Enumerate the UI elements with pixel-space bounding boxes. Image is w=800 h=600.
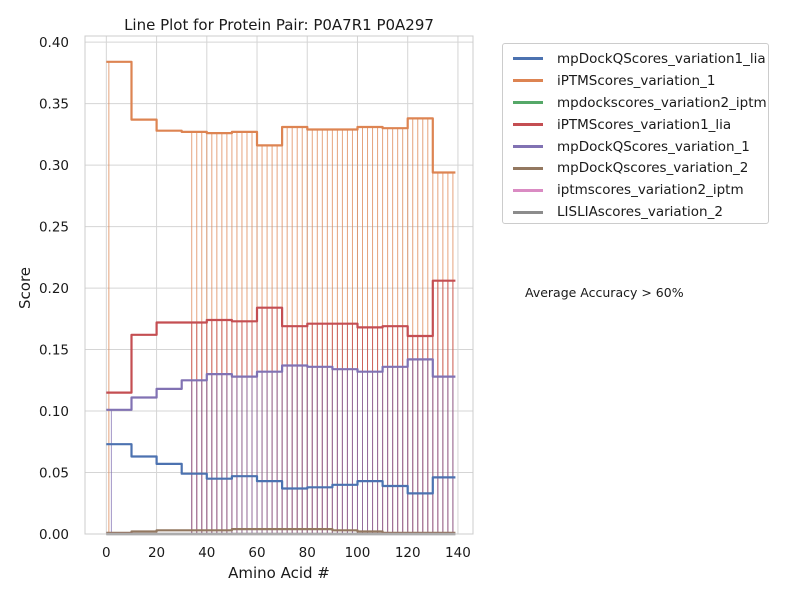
y-tick-label: 0.40 xyxy=(39,35,69,51)
vertical-hatch-lines xyxy=(108,61,454,534)
y-tick-label: 0.25 xyxy=(39,220,69,236)
legend-label: iPTMScores_variation1_lia xyxy=(557,116,732,133)
legend-item: mpDockQScores_variation_1 xyxy=(513,136,768,158)
x-tick-labels: 0 20 40 60 80 100 120 140 xyxy=(102,545,471,561)
legend-item: mpDockQScores_variation1_lia xyxy=(513,48,768,70)
series-line xyxy=(106,358,456,411)
y-tick-label: 0.10 xyxy=(39,404,69,420)
x-tick-label: 100 xyxy=(345,545,371,561)
legend-item: mpdockscores_variation2_iptm xyxy=(513,92,768,114)
legend-label: iptmscores_variation2_iptm xyxy=(557,182,744,199)
x-axis-label: Amino Acid # xyxy=(228,564,330,582)
y-tick-label: 0.30 xyxy=(39,158,69,174)
legend-item: iPTMScores_variation1_lia xyxy=(513,114,768,136)
legend-swatch xyxy=(513,145,543,148)
y-tick-label: 0.00 xyxy=(39,527,69,543)
y-tick-label: 0.05 xyxy=(39,466,69,482)
legend-swatch xyxy=(513,79,543,83)
legend-label: mpDockQscores_variation_2 xyxy=(557,160,749,177)
legend-item: LISLIAscores_variation_2 xyxy=(513,201,768,223)
x-tick-label: 40 xyxy=(198,545,215,561)
legend-swatch xyxy=(513,166,543,170)
y-tick-label: 0.35 xyxy=(39,97,69,113)
legend-label: mpdockscores_variation2_iptm xyxy=(557,94,767,111)
y-tick-labels: 0.00 0.05 0.10 0.15 0.20 0.25 0.30 0.35 0.40 xyxy=(39,35,69,543)
legend-swatch xyxy=(513,188,543,192)
legend-item: iPTMScores_variation_1 xyxy=(513,70,768,92)
x-tick-label: 0 xyxy=(102,545,111,561)
legend-swatch xyxy=(513,57,543,61)
accuracy-annotation: Average Accuracy > 60% xyxy=(525,285,684,300)
legend-label: LISLIAscores_variation_2 xyxy=(557,204,723,221)
x-tick-label: 140 xyxy=(445,545,471,561)
legend-label: mpDockQScores_variation_1 xyxy=(557,138,750,155)
x-tick-label: 60 xyxy=(248,545,265,561)
chart-title: Line Plot for Protein Pair: P0A7R1 P0A29… xyxy=(124,16,434,34)
legend-label: mpDockQScores_variation1_lia xyxy=(557,50,766,67)
series-line xyxy=(106,60,456,174)
x-tick-label: 80 xyxy=(299,545,316,561)
series-line xyxy=(106,279,456,394)
legend-swatch xyxy=(513,101,543,105)
legend-item: mpDockQscores_variation_2 xyxy=(513,157,768,179)
series-line xyxy=(106,443,456,495)
legend-label: iPTMScores_variation_1 xyxy=(557,72,716,89)
plot-area xyxy=(85,36,473,534)
legend-swatch xyxy=(513,210,543,214)
legend-swatch xyxy=(513,123,543,127)
y-axis-label: Score xyxy=(16,267,34,309)
y-tick-label: 0.15 xyxy=(39,343,69,359)
y-tick-label: 0.20 xyxy=(39,281,69,297)
x-tick-label: 20 xyxy=(148,545,165,561)
plot-frame xyxy=(84,35,474,535)
legend: mpDockQScores_variation1_lia iPTMScores_v… xyxy=(502,43,769,224)
x-tick-label: 120 xyxy=(395,545,421,561)
series-line xyxy=(106,528,456,534)
legend-item: iptmscores_variation2_iptm xyxy=(513,179,768,201)
